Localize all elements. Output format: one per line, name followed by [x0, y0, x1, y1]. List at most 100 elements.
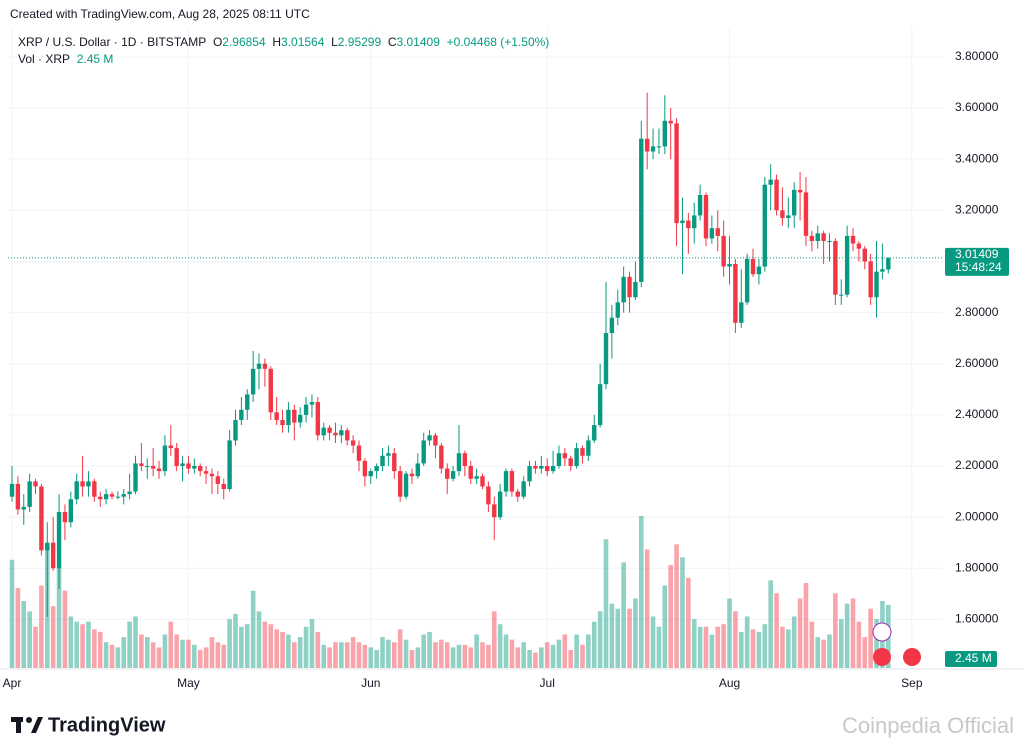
candle-body	[550, 466, 556, 472]
volume-bar	[209, 637, 215, 668]
volume-bar	[421, 634, 426, 668]
volume-bar	[462, 644, 468, 668]
volume-bar	[286, 634, 291, 668]
candle-body	[80, 481, 85, 487]
candle-body	[303, 404, 309, 415]
candle-body	[109, 494, 115, 497]
volume-bar	[803, 582, 809, 668]
x-tick-label: Aug	[719, 676, 740, 690]
candle-body	[280, 419, 285, 426]
legend-line: XRP / U.S. Dollar · 1D · BITSTAMP O2.968…	[18, 35, 549, 49]
candle-body	[292, 409, 297, 423]
candle-body	[821, 233, 826, 241]
volume-bar	[403, 639, 409, 668]
candle-body	[233, 419, 238, 441]
candle-body	[392, 453, 397, 472]
volume-bar	[715, 626, 721, 668]
volume-bar	[797, 598, 803, 668]
candle-body	[774, 179, 779, 211]
volume-bar	[144, 637, 150, 668]
candle-body	[268, 368, 273, 413]
candle-body	[568, 458, 573, 467]
volume-bar	[686, 577, 691, 668]
volume-bar	[827, 634, 832, 668]
candle-body	[168, 445, 173, 449]
candle-body	[721, 235, 726, 267]
volume-legend: Vol · XRP 2.45 M	[18, 52, 113, 66]
candle-body	[356, 445, 362, 461]
watermark: Coinpedia Official	[842, 713, 1014, 738]
volume-bar	[374, 649, 379, 668]
candle-body	[409, 473, 415, 477]
x-tick-label: May	[177, 676, 200, 690]
candle-body	[56, 512, 62, 569]
y-tick-label: 3.60000	[955, 100, 999, 114]
candle-body	[321, 427, 326, 436]
volume-bar	[133, 616, 138, 668]
volume-bar	[856, 621, 862, 668]
candle-body	[380, 455, 385, 467]
volume-bar	[774, 593, 779, 668]
volume-bar	[139, 634, 144, 668]
volume-bar	[809, 621, 815, 668]
volume-bar	[239, 626, 244, 668]
volume-bar	[574, 634, 579, 668]
y-tick-label: 3.40000	[955, 151, 999, 165]
candle-body	[274, 412, 279, 420]
price-tag-value: 3.01409	[955, 247, 999, 261]
l-label: L	[331, 35, 338, 49]
volume-bar	[591, 621, 597, 668]
candle-body	[427, 435, 432, 441]
volume-tag-value: 2.45 M	[955, 651, 992, 665]
volume-bar	[768, 580, 773, 668]
candle-body	[245, 394, 250, 410]
h-value: 3.01564	[281, 35, 325, 49]
volume-bar	[109, 644, 115, 668]
volume-bar	[339, 642, 344, 668]
candle-body	[497, 491, 503, 518]
candle-body	[309, 402, 315, 405]
candle-body	[750, 258, 756, 275]
volume-bar	[609, 603, 615, 668]
candle-body	[150, 466, 156, 469]
candle-body	[145, 466, 150, 468]
volume-bar	[697, 626, 703, 668]
candle-body	[562, 453, 568, 459]
candle-body	[98, 496, 103, 500]
candle-body	[203, 471, 209, 474]
candle-body	[327, 427, 332, 433]
volume-bar	[633, 598, 638, 668]
volume-title: Vol · XRP	[18, 52, 71, 66]
candle-body	[345, 430, 350, 441]
candle-body	[350, 440, 356, 446]
volume-bar	[315, 631, 321, 668]
volume-bar	[291, 642, 297, 668]
volume-bar	[415, 647, 421, 668]
candle-body	[215, 476, 221, 484]
volume-bar	[539, 647, 544, 668]
y-tick-label: 3.20000	[955, 202, 999, 216]
volume-bar	[815, 637, 821, 668]
candle-body	[386, 453, 391, 456]
volume-bar	[344, 642, 350, 668]
volume-bar	[80, 624, 85, 668]
candle-body	[256, 363, 262, 369]
candle-body	[197, 466, 203, 472]
volume-bar	[656, 626, 662, 668]
candle-body	[368, 471, 373, 477]
candle-body	[592, 425, 597, 441]
x-tick-label: Apr	[3, 676, 22, 690]
volume-bar	[97, 631, 103, 668]
candle-body	[886, 257, 891, 270]
candle-body	[744, 258, 750, 303]
volume-bar	[750, 629, 756, 668]
volume-bar	[274, 629, 279, 668]
candle-body	[662, 120, 668, 147]
volume-bar	[221, 644, 227, 668]
created-note: Created with TradingView.com, Aug 28, 20…	[10, 7, 310, 21]
volume-bar	[250, 590, 256, 668]
volume-bar	[850, 598, 856, 668]
candle-body	[733, 264, 738, 323]
candle-body	[656, 146, 662, 148]
